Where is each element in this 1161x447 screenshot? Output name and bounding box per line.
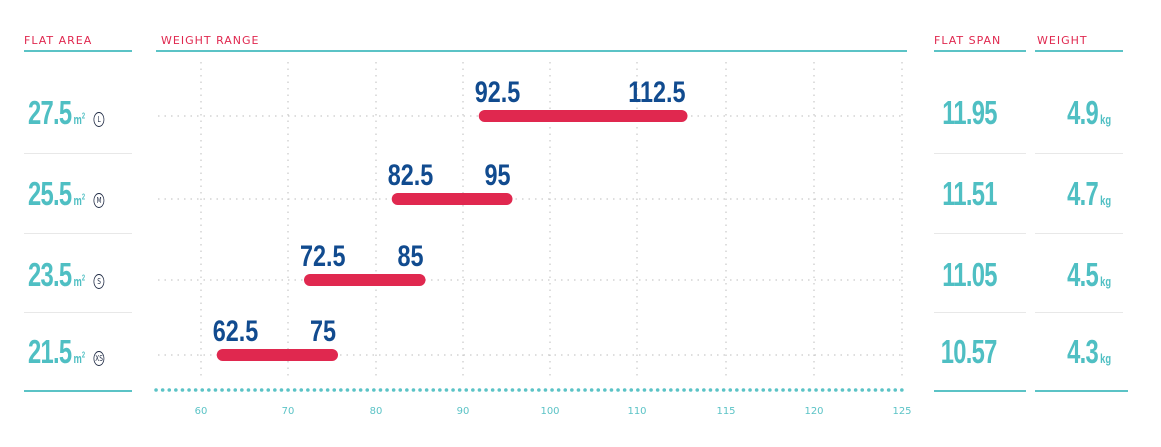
x-tick-label: 90	[457, 406, 470, 417]
range-min-label: 72.5	[300, 239, 346, 272]
size-badge: S	[93, 274, 105, 289]
row-separator	[934, 153, 1026, 154]
header-weight-range: WEIGHT RANGE	[161, 34, 260, 47]
x-tick-label: 70	[282, 406, 295, 417]
row-separator	[1035, 312, 1123, 313]
x-tick-label: 115	[716, 406, 735, 417]
flat-area-unit: m	[73, 351, 82, 366]
row-separator	[24, 233, 132, 234]
header-rule-flat-span	[934, 50, 1026, 52]
x-tick-label: 100	[540, 406, 559, 417]
size-badge: M	[93, 193, 105, 208]
x-tick-label: 110	[627, 406, 646, 417]
weight-cell: 4.3 kg	[1067, 333, 1111, 371]
range-min-label: 92.5	[475, 75, 521, 108]
range-max-label: 112.5	[628, 75, 685, 108]
header-rule-weight-range	[156, 50, 907, 52]
flat-span-value: 10.57	[941, 333, 998, 370]
flat-span-cell: 11.51	[942, 175, 997, 213]
flat-span-value: 11.95	[942, 94, 997, 131]
flat-span-cell: 11.05	[942, 256, 997, 294]
flat-span-value: 11.05	[942, 256, 997, 293]
weight-cell: 4.7 kg	[1067, 175, 1111, 213]
weight-cell: 4.5 kg	[1067, 256, 1111, 294]
weight-value: 4.5	[1067, 256, 1099, 293]
weight-unit: kg	[1100, 351, 1111, 366]
header-flat-span: FLAT SPAN	[934, 34, 1002, 47]
flat-span-cell: 11.95	[942, 94, 997, 132]
row-separator	[24, 312, 132, 313]
row-separator	[934, 312, 1026, 313]
weight-unit: kg	[1100, 112, 1111, 127]
flat-span-value: 11.51	[942, 175, 997, 212]
x-tick-label: 125	[892, 406, 911, 417]
flat-area-value: 23.5	[28, 256, 72, 293]
row-separator	[1035, 153, 1123, 154]
bottom-rule-flat-area	[24, 390, 132, 392]
flat-area-value: 25.5	[28, 175, 72, 212]
header-rule-weight	[1035, 50, 1123, 52]
x-tick-label: 120	[804, 406, 823, 417]
flat-area-cell: 25.5 m2 M	[28, 175, 105, 213]
row-separator	[934, 233, 1026, 234]
flat-span-cell: 10.57	[941, 333, 998, 371]
weight-cell: 4.9 kg	[1067, 94, 1111, 132]
bottom-rule-flat-span	[934, 390, 1026, 392]
flat-area-unit: m	[73, 274, 82, 289]
weight-value: 4.9	[1067, 94, 1099, 131]
flat-area-value: 21.5	[28, 333, 72, 370]
weight-unit: kg	[1100, 274, 1111, 289]
flat-area-unit: m	[73, 193, 82, 208]
row-separator	[24, 153, 132, 154]
x-tick-label: 60	[195, 406, 208, 417]
row-separator	[1035, 233, 1123, 234]
range-min-label: 82.5	[388, 158, 434, 191]
header-weight: WEIGHT	[1037, 34, 1088, 47]
range-max-label: 85	[397, 239, 423, 272]
weight-value: 4.3	[1067, 333, 1099, 370]
weight-unit: kg	[1100, 193, 1111, 208]
x-tick-label: 80	[370, 406, 383, 417]
flat-area-cell: 23.5 m2 S	[28, 256, 105, 294]
range-min-label: 62.5	[213, 314, 259, 347]
header-flat-area: FLAT AREA	[24, 34, 93, 47]
bottom-rule-weight	[1035, 390, 1128, 392]
range-max-label: 95	[484, 158, 510, 191]
size-badge: XS	[93, 351, 105, 366]
range-max-label: 75	[310, 314, 336, 347]
flat-area-unit: m	[73, 112, 82, 127]
flat-area-value: 27.5	[28, 94, 72, 131]
size-badge: L	[93, 112, 105, 127]
flat-area-cell: 27.5 m2 L	[28, 94, 105, 132]
weight-value: 4.7	[1067, 175, 1099, 212]
header-rule-flat-area	[24, 50, 132, 52]
flat-area-cell: 21.5 m2 XS	[28, 333, 105, 370]
